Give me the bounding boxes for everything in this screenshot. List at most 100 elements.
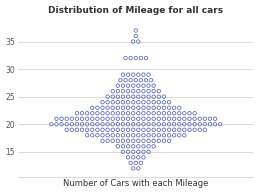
Point — [144, 79, 148, 82]
Point — [134, 79, 138, 82]
Point — [192, 112, 197, 115]
Point — [136, 134, 140, 137]
Point — [131, 101, 135, 104]
Point — [141, 123, 146, 126]
Point — [54, 123, 59, 126]
Point — [152, 139, 156, 142]
Point — [152, 117, 156, 120]
Point — [141, 117, 146, 120]
Point — [111, 106, 115, 109]
Point — [147, 117, 151, 120]
Point — [126, 150, 130, 153]
Point — [131, 95, 135, 98]
Point — [188, 128, 192, 131]
Point — [111, 90, 115, 93]
Point — [121, 106, 125, 109]
Point — [198, 128, 202, 131]
Point — [182, 128, 186, 131]
Point — [172, 134, 176, 137]
Point — [152, 106, 156, 109]
Point — [80, 112, 84, 115]
Point — [100, 112, 105, 115]
Point — [80, 128, 84, 131]
Point — [131, 112, 135, 115]
Point — [121, 101, 125, 104]
Point — [136, 139, 140, 142]
Point — [162, 134, 166, 137]
Point — [136, 73, 140, 76]
Point — [136, 101, 140, 104]
Point — [131, 90, 135, 93]
Point — [141, 95, 146, 98]
Point — [70, 123, 74, 126]
Point — [90, 123, 94, 126]
Point — [141, 101, 146, 104]
Point — [188, 117, 192, 120]
Point — [128, 79, 133, 82]
Point — [126, 123, 130, 126]
Point — [141, 139, 146, 142]
Point — [167, 128, 171, 131]
Point — [121, 128, 125, 131]
Point — [85, 117, 89, 120]
Point — [106, 112, 110, 115]
Point — [167, 101, 171, 104]
Point — [116, 95, 120, 98]
Point — [126, 117, 130, 120]
Point — [162, 106, 166, 109]
Point — [126, 106, 130, 109]
Point — [131, 156, 135, 159]
Point — [90, 117, 94, 120]
Point — [136, 106, 140, 109]
Point — [116, 117, 120, 120]
Point — [100, 101, 105, 104]
Point — [147, 134, 151, 137]
Point — [121, 134, 125, 137]
Point — [111, 117, 115, 120]
Point — [106, 117, 110, 120]
Point — [177, 117, 181, 120]
Point — [136, 123, 140, 126]
Point — [141, 106, 146, 109]
Point — [167, 117, 171, 120]
Point — [192, 117, 197, 120]
Point — [152, 145, 156, 148]
Point — [136, 90, 140, 93]
Point — [126, 95, 130, 98]
Point — [128, 56, 133, 60]
Point — [152, 123, 156, 126]
Point — [131, 117, 135, 120]
Point — [121, 123, 125, 126]
Point — [152, 95, 156, 98]
Point — [213, 117, 217, 120]
Point — [177, 134, 181, 137]
Point — [126, 90, 130, 93]
Point — [116, 101, 120, 104]
Point — [121, 73, 125, 76]
Point — [192, 123, 197, 126]
Point — [85, 134, 89, 137]
Point — [126, 73, 130, 76]
X-axis label: Number of Cars with each Mileage: Number of Cars with each Mileage — [63, 179, 208, 188]
Point — [167, 134, 171, 137]
Title: Distribution of Mileage for all cars: Distribution of Mileage for all cars — [48, 6, 223, 15]
Point — [121, 95, 125, 98]
Point — [100, 117, 105, 120]
Point — [121, 139, 125, 142]
Point — [116, 106, 120, 109]
Point — [162, 101, 166, 104]
Point — [147, 90, 151, 93]
Point — [188, 123, 192, 126]
Point — [111, 101, 115, 104]
Point — [111, 139, 115, 142]
Point — [90, 134, 94, 137]
Point — [75, 123, 79, 126]
Point — [141, 156, 146, 159]
Point — [75, 112, 79, 115]
Point — [70, 128, 74, 131]
Point — [218, 123, 222, 126]
Point — [213, 123, 217, 126]
Point — [157, 134, 161, 137]
Point — [147, 101, 151, 104]
Point — [121, 90, 125, 93]
